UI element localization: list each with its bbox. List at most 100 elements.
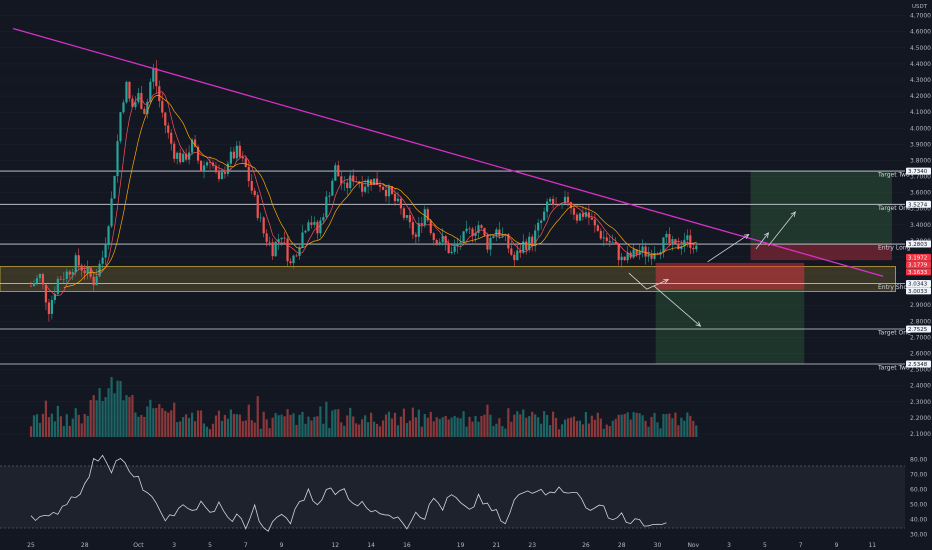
price-tick-label: 4.7000 — [910, 13, 931, 20]
candle-body — [456, 244, 459, 247]
volume-bar — [182, 417, 185, 437]
trendline-layer[interactable] — [12, 27, 884, 277]
long-position-profit-zone[interactable] — [750, 171, 892, 245]
volume-bar — [274, 413, 277, 437]
rsi-tick-label: 70.00 — [910, 472, 927, 479]
candle-body — [680, 246, 683, 249]
candle-body — [164, 112, 167, 126]
volume-bar — [399, 416, 403, 437]
volume-bar — [268, 428, 271, 437]
candle-body — [677, 243, 680, 249]
volume-bar — [191, 412, 194, 437]
projection-arrow-line[interactable] — [628, 272, 669, 290]
volume-bar — [65, 414, 68, 437]
volume-bar — [659, 428, 662, 437]
volume-bar — [208, 429, 212, 437]
time-tick-label: 5 — [208, 542, 212, 549]
volume-bar — [614, 418, 617, 437]
ma-fast-line — [45, 91, 697, 296]
projection-arrow-line[interactable] — [768, 211, 796, 246]
volume-bar — [149, 399, 152, 437]
candle-body — [665, 233, 668, 238]
candle-body — [537, 222, 540, 231]
candle-body — [578, 213, 582, 221]
volume-bar — [501, 426, 504, 437]
candle-body — [271, 242, 274, 257]
candle-body — [396, 198, 400, 202]
volume-bar — [429, 411, 432, 437]
volume-bar — [420, 426, 423, 437]
volume-bar — [340, 422, 343, 437]
candle-body — [208, 162, 212, 163]
projection-arrow-line[interactable] — [653, 285, 701, 327]
time-tick-label: 9 — [280, 542, 284, 549]
volume-bar — [474, 415, 477, 437]
volume-bar — [301, 411, 304, 437]
projection-arrow-line[interactable] — [755, 232, 769, 250]
candle-body — [140, 92, 143, 109]
volume-bar — [435, 417, 438, 437]
candle-body — [483, 227, 486, 236]
volume-bar — [480, 416, 483, 437]
volume-bar — [623, 413, 626, 437]
volume-bar — [453, 415, 456, 437]
time-axis[interactable]: 25 28 Oct 3 5 7 9 12 14 16 19 21 23 26 28 30 Nov 3 5 7 9 11 — [27, 542, 876, 549]
candle-body — [128, 81, 131, 99]
candle-body — [214, 165, 218, 173]
volume-bar — [56, 405, 59, 437]
candle-body — [531, 236, 534, 247]
volume-bar — [438, 419, 441, 437]
volume-bar — [543, 411, 546, 437]
volume-bar — [551, 411, 555, 437]
volume-bar — [346, 415, 349, 437]
volume-bar — [534, 414, 537, 437]
volume-bar — [295, 424, 298, 437]
volume-bar — [80, 423, 83, 437]
projection-arrows[interactable] — [628, 211, 796, 327]
candle-body — [107, 226, 110, 244]
candle-body — [474, 232, 477, 237]
volume-bar — [164, 410, 167, 437]
candle-body — [608, 241, 611, 243]
position-tools[interactable] — [655, 171, 892, 365]
volume-bar — [223, 414, 227, 437]
candle-body — [310, 222, 313, 225]
short-position-stop-zone[interactable] — [655, 262, 805, 290]
candle-body — [683, 239, 686, 247]
candle-body — [68, 271, 71, 275]
time-tick-label: 7 — [799, 542, 803, 549]
volume-bar — [504, 428, 507, 437]
time-tick-label: Oct — [133, 542, 144, 549]
volume-bar — [686, 412, 689, 437]
rsi-axis[interactable]: 80.00 70.00 60.00 50.00 40.00 30.00 — [910, 457, 927, 539]
short-position-profit-zone[interactable] — [655, 289, 805, 365]
candle-body — [86, 267, 89, 274]
candle-body — [83, 270, 86, 274]
volume-bar — [608, 426, 611, 437]
price-tick-label: 2.3000 — [910, 399, 931, 406]
projection-arrow-line[interactable] — [707, 234, 750, 263]
candle-body — [146, 101, 149, 115]
candle-body — [387, 186, 391, 197]
volume-bar — [599, 418, 602, 437]
volume-bar — [546, 415, 549, 437]
volume-bar — [173, 402, 176, 437]
candle-body — [152, 67, 155, 82]
rsi-line-layer — [30, 454, 667, 532]
volume-bar — [581, 424, 585, 437]
candle-body — [232, 151, 235, 159]
support-zone[interactable] — [0, 266, 896, 292]
volume-bar — [41, 413, 45, 437]
candle-body — [432, 233, 435, 240]
candle-body — [331, 180, 334, 196]
long-position-stop-zone[interactable] — [750, 244, 892, 261]
volume-bar — [596, 412, 599, 437]
price-tag — [906, 287, 931, 295]
horizontal-levels[interactable]: Target Two Target One Entry Long Entry Shor… — [0, 170, 913, 372]
candle-body — [602, 237, 605, 239]
descending-trendline[interactable] — [12, 27, 884, 277]
candle-body — [492, 236, 495, 238]
candle-body — [650, 254, 653, 259]
